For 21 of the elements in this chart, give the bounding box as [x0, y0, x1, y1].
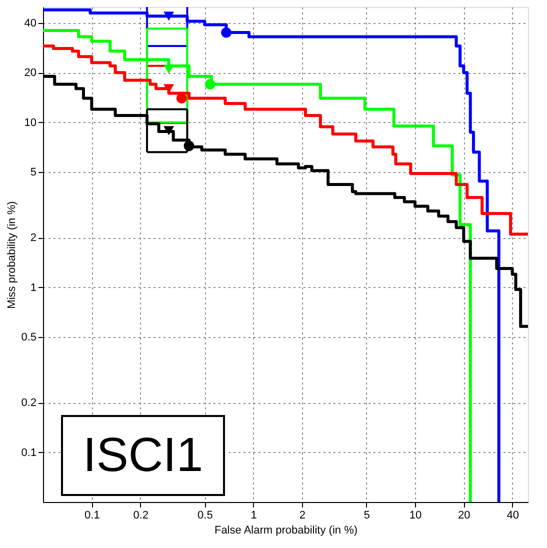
y-tick-label: 0.5 [21, 332, 36, 344]
y-tick-label: 20 [24, 67, 36, 80]
y-tick-label: 2 [30, 232, 36, 244]
y-tick-label: 1 [30, 282, 36, 294]
x-tick-label: 1 [250, 510, 257, 522]
x-tick-label: 10 [409, 510, 422, 522]
x-tick-label: 0.1 [84, 510, 100, 522]
x-tick-label: 0.5 [198, 510, 213, 522]
x-tick-label: 5 [364, 510, 370, 522]
y-tick-label: 10 [24, 116, 36, 129]
y-tick-label: 40 [24, 17, 36, 30]
y-axis-title: Miss probability (in %) [6, 201, 18, 309]
x-tick-label: 0.2 [133, 510, 148, 522]
x-tick-label: 40 [506, 510, 519, 522]
x-tick-label: 2 [299, 510, 306, 522]
annotation: ISCI1 [82, 429, 204, 482]
y-tick-label: 0.2 [21, 397, 36, 410]
y-tick-label: 0.1 [21, 446, 36, 459]
x-axis-title: False Alarm probability (in %) [214, 524, 358, 536]
y-tick-label: 5 [30, 166, 36, 178]
x-tick-label: 20 [458, 510, 470, 522]
